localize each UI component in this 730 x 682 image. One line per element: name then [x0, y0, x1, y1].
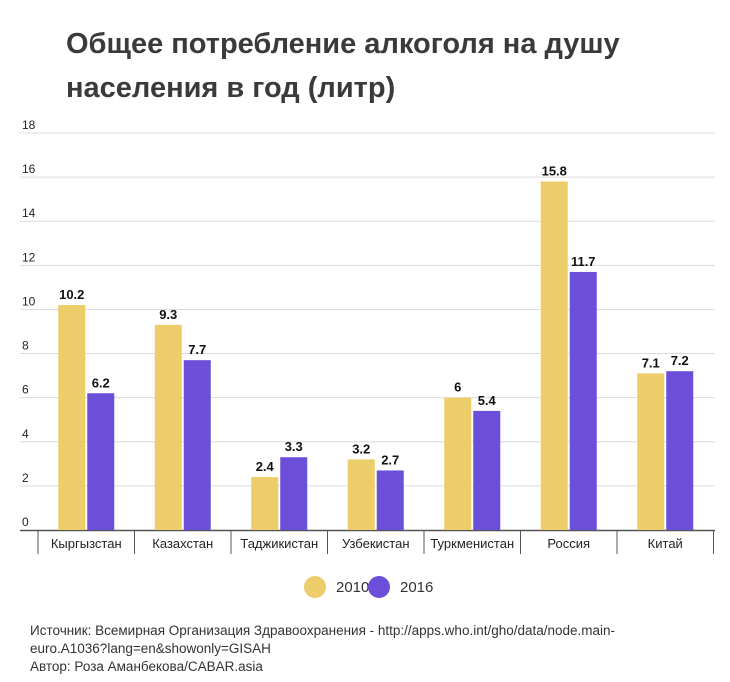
legend-item-2010[interactable]: 2010 — [304, 576, 369, 598]
data-label-2010-4: 6 — [454, 380, 461, 395]
bar-2010-2 — [251, 477, 279, 530]
author-line: Автор: Роза Аманбекова/CABAR.asia — [30, 659, 263, 674]
y-tick-label-16: 16 — [22, 162, 36, 176]
bar-2016-4 — [473, 410, 501, 530]
data-label-2016-4: 5.4 — [478, 393, 497, 408]
x-tick-label-1: Казахстан — [152, 536, 213, 551]
chart-title-line-2: населения в год (литр) — [66, 72, 396, 104]
bar-2010-5 — [540, 181, 568, 530]
x-tick-label-6: Китай — [648, 536, 683, 551]
source-line-1: Источник: Всемирная Организация Здравоох… — [30, 623, 616, 638]
data-label-2016-2: 3.3 — [285, 439, 303, 454]
chart-title-line-1: Общее потребление алкоголя на душу — [66, 28, 620, 60]
data-label-2010-2: 2.4 — [256, 459, 275, 474]
data-label-2010-1: 9.3 — [159, 307, 177, 322]
y-tick-label-6: 6 — [22, 383, 29, 397]
x-tick-label-0: Кыргызстан — [51, 536, 122, 551]
bar-2010-0 — [58, 305, 86, 530]
source-note: Источник: Всемирная Организация Здравоох… — [30, 622, 720, 676]
bar-2016-5 — [569, 271, 597, 530]
legend-label-2016: 2016 — [400, 578, 434, 596]
data-label-2016-5: 11.7 — [571, 254, 596, 269]
legend-swatch-2016 — [368, 576, 390, 598]
y-tick-label-0: 0 — [22, 515, 29, 529]
y-tick-label-4: 4 — [22, 427, 29, 441]
y-tick-label-12: 12 — [22, 250, 36, 264]
legend-swatch-2010 — [304, 576, 326, 598]
x-tick-label-2: Таджикистан — [240, 536, 318, 551]
y-tick-label-8: 8 — [22, 339, 29, 353]
x-tick-label-3: Узбекистан — [342, 536, 410, 551]
legend-item-2016[interactable]: 2016 — [368, 576, 433, 598]
bar-2010-3 — [347, 459, 375, 530]
y-tick-label-10: 10 — [22, 294, 36, 308]
bar-2016-2 — [280, 457, 308, 530]
bar-2016-1 — [183, 360, 211, 530]
bar-2016-0 — [87, 393, 115, 530]
data-label-2010-6: 7.1 — [642, 355, 660, 370]
data-label-2016-3: 2.7 — [381, 452, 399, 467]
data-label-2010-3: 3.2 — [352, 441, 370, 456]
bar-2010-4 — [444, 397, 472, 530]
data-label-2010-5: 15.8 — [542, 164, 567, 179]
chart-title: Общее потребление алкоголя на душу насел… — [66, 22, 666, 110]
data-label-2016-6: 7.2 — [671, 353, 689, 368]
data-label-2016-1: 7.7 — [188, 342, 206, 357]
data-label-2010-0: 10.2 — [59, 287, 84, 302]
x-tick-label-4: Туркменистан — [430, 536, 514, 551]
chart-legend: 2010 2016 — [0, 576, 730, 600]
y-tick-label-2: 2 — [22, 471, 29, 485]
data-label-2016-0: 6.2 — [92, 375, 110, 390]
y-tick-label-14: 14 — [22, 206, 36, 220]
bar-2010-6 — [637, 373, 665, 530]
y-tick-label-18: 18 — [22, 118, 36, 132]
bar-2010-1 — [154, 324, 182, 530]
legend-label-2010: 2010 — [336, 578, 370, 596]
bar-2016-6 — [666, 371, 694, 530]
source-line-2: euro.A1036?lang=en&showonly=GISAH — [30, 641, 271, 656]
x-tick-label-5: Россия — [547, 536, 590, 551]
bar-2016-3 — [376, 470, 404, 530]
